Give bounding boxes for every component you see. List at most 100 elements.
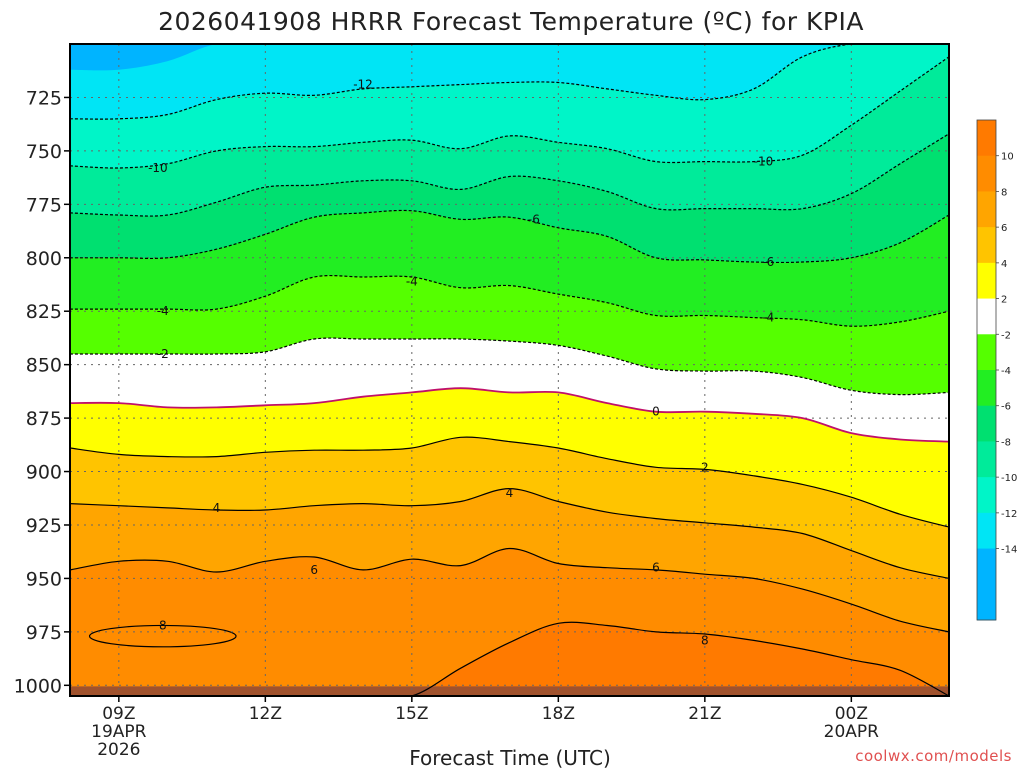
x-tick-label: 18Z xyxy=(542,704,575,724)
y-axis: 725 750 775 800 825 850 875 900 925 950 975 1000 xyxy=(14,87,70,697)
plot-frame xyxy=(69,43,950,697)
contour-label: 8 xyxy=(701,633,709,647)
colorbar-swatch xyxy=(977,334,996,371)
contour-label-text: 4 xyxy=(213,501,221,515)
y-tick-label: 725 xyxy=(26,87,62,109)
contour-label: -6 xyxy=(762,255,774,269)
contour-label-text: -4 xyxy=(157,304,169,318)
y-tick-label: 900 xyxy=(26,462,62,484)
contour-line-0 xyxy=(70,387,949,443)
contour-label-text: 6 xyxy=(310,563,318,577)
contour-label: -4 xyxy=(157,304,169,318)
y-tick-label: 850 xyxy=(26,355,62,377)
contour-line--4 xyxy=(70,274,949,327)
y-tick-label: 925 xyxy=(26,515,62,537)
contour-label: -10 xyxy=(148,161,168,175)
contour-label-text: -4 xyxy=(406,274,418,288)
x-tick-label: 20APR xyxy=(824,722,880,742)
contour-label: -4 xyxy=(762,311,774,325)
contour-label: 4 xyxy=(506,486,514,500)
contour-line-4 xyxy=(70,487,949,579)
y-tick-label: 800 xyxy=(26,248,62,270)
contour-label-text: -10 xyxy=(148,161,168,175)
colorbar-swatch xyxy=(977,512,996,550)
x-axis-label: Forecast Time (UTC) xyxy=(409,746,611,768)
contour-line--8 xyxy=(70,133,949,217)
colorbar-label: -8 xyxy=(1001,437,1011,448)
contour-label-text: -6 xyxy=(762,255,774,269)
colorbar-label: -12 xyxy=(1001,509,1017,520)
x-tick-label: 15Z xyxy=(395,704,428,724)
contour-label: -10 xyxy=(754,155,774,169)
ground-surface xyxy=(70,686,949,696)
colorbar-legend: 10 8 6 4 2 -2 -4 -6 -8 -10 -12 -14 xyxy=(976,119,1017,621)
colorbar-label: 8 xyxy=(1001,187,1007,198)
contour-label-text: -2 xyxy=(157,347,169,361)
contour-line--2 xyxy=(70,337,949,396)
contour-label: -6 xyxy=(528,212,540,226)
contour-label: 8 xyxy=(159,618,167,632)
contour-label-text: 4 xyxy=(506,486,514,500)
contour-label-text: -10 xyxy=(754,155,774,169)
colorbar-label: 6 xyxy=(1001,223,1007,234)
colorbar-label: 2 xyxy=(1001,295,1007,306)
contour-lines xyxy=(70,44,949,696)
colorbar-swatch xyxy=(977,155,996,192)
contour-label: 0 xyxy=(652,405,660,419)
contour-label-text: -4 xyxy=(762,311,774,325)
contour-label-text: 8 xyxy=(701,633,709,647)
contour-line--6 xyxy=(70,209,949,264)
x-tick-label: 09Z xyxy=(102,704,135,724)
contour-label: -12 xyxy=(353,78,373,92)
contour-line-2 xyxy=(70,436,949,528)
contour-label-text: 6 xyxy=(652,561,660,575)
contour-line--10 xyxy=(70,56,949,169)
contour-label-text: -12 xyxy=(353,78,373,92)
y-tick-label: 1000 xyxy=(14,675,62,697)
contour-label-text: 0 xyxy=(652,405,660,419)
colorbar-label: -6 xyxy=(1001,402,1011,413)
contour-label-text: 8 xyxy=(159,618,167,632)
contour-line-8 xyxy=(70,621,949,696)
contour-label-text: -6 xyxy=(528,212,540,226)
colorbar-swatch xyxy=(977,548,996,585)
x-tick-label: 19APR xyxy=(91,722,147,742)
temperature-fill-layer xyxy=(70,44,949,696)
y-tick-label: 775 xyxy=(26,194,62,216)
credit-link[interactable]: coolwx.com/models xyxy=(855,747,1012,765)
colorbar-swatch xyxy=(977,120,996,157)
contour-label: 2 xyxy=(701,460,709,474)
chart-title: 2026041908 HRRR Forecast Temperature (ºC… xyxy=(158,7,864,36)
y-tick-label: 750 xyxy=(26,141,62,163)
x-tick-label: 00Z xyxy=(835,704,868,724)
y-tick-label: 975 xyxy=(26,622,62,644)
x-tick-label: 21Z xyxy=(688,704,721,724)
colorbar-label: 10 xyxy=(1001,152,1014,163)
y-tick-label: 950 xyxy=(26,568,62,590)
colorbar-swatch xyxy=(977,298,996,335)
contour-labels: -12 -10 -10 -6 -6 -4 -4 -4 -2 0 2 4 4 6 6 8 8 xyxy=(148,78,774,648)
contour-label: 6 xyxy=(652,561,660,575)
contour-label-text: 2 xyxy=(701,460,709,474)
contour-label: -2 xyxy=(157,347,169,361)
colorbar-label: -4 xyxy=(1001,366,1011,377)
y-tick-label: 825 xyxy=(26,301,62,323)
colorbar-swatch xyxy=(977,262,996,300)
colorbar-label: 4 xyxy=(1001,259,1007,270)
colorbar-swatch xyxy=(977,584,996,621)
contour-label: 4 xyxy=(213,501,221,515)
x-tick-label: 12Z xyxy=(249,704,282,724)
colorbar-swatch xyxy=(977,191,996,228)
colorbar-swatch xyxy=(977,370,996,407)
colorbar-swatch xyxy=(977,441,996,478)
colorbar-label: -10 xyxy=(1001,473,1017,484)
x-tick-label: 2026 xyxy=(97,740,140,760)
colorbar-swatch xyxy=(977,477,996,514)
contour-label: 6 xyxy=(310,563,318,577)
contour-label: -4 xyxy=(406,274,418,288)
colorbar-label: -14 xyxy=(1001,545,1017,556)
y-tick-label: 875 xyxy=(26,408,62,430)
colorbar-label: -2 xyxy=(1001,330,1011,341)
colorbar-swatch xyxy=(977,227,996,264)
